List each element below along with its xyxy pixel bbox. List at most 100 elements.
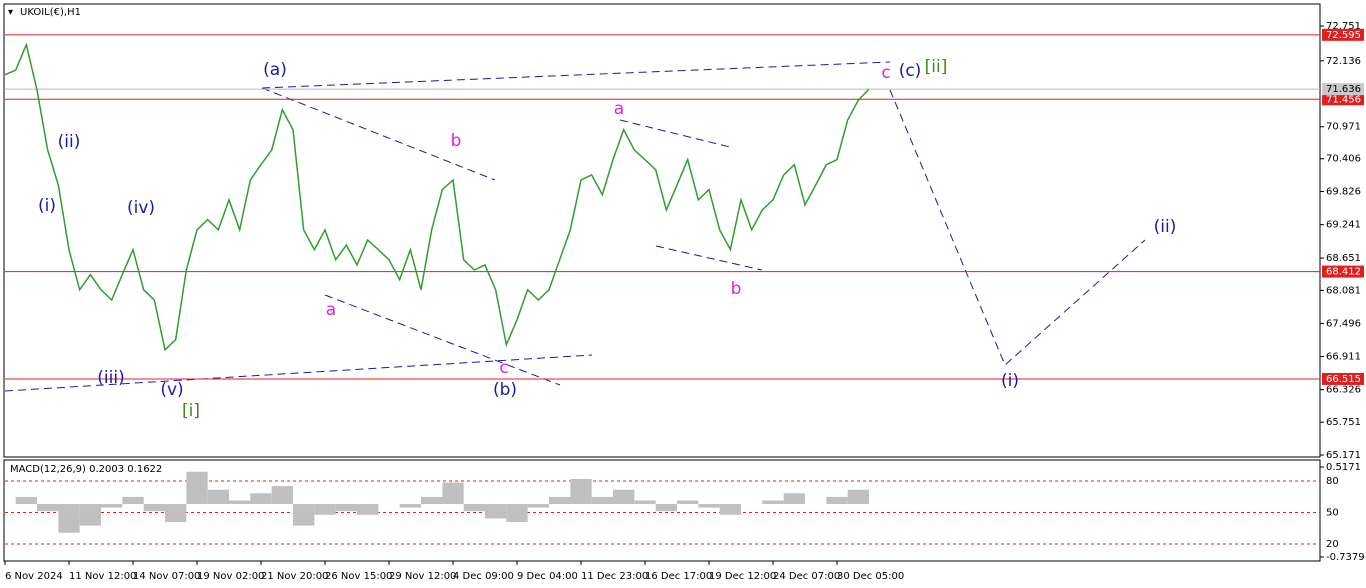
y-tick-label: 70.971 bbox=[1326, 122, 1361, 133]
level-label: 72.595 bbox=[1326, 30, 1361, 41]
wave-label: (b) bbox=[493, 380, 517, 400]
chart-title: UKOIL(€),H1 bbox=[20, 7, 81, 18]
y-tick-label: 65.751 bbox=[1326, 417, 1361, 428]
macd-bar bbox=[250, 493, 272, 505]
x-tick-label: 19 Dec 12:00 bbox=[709, 571, 776, 582]
price-panel bbox=[3, 3, 1321, 458]
x-tick-label: 19 Nov 02:00 bbox=[197, 571, 264, 582]
x-tick-label: 14 Nov 07:00 bbox=[133, 571, 200, 582]
trend-line bbox=[261, 61, 891, 89]
collapse-icon[interactable]: ▾ bbox=[8, 7, 13, 18]
level-label: 71.456 bbox=[1326, 94, 1361, 105]
last-price-label: 71.636 bbox=[1326, 84, 1361, 95]
wave-label: c bbox=[881, 63, 890, 83]
x-tick-label: 24 Dec 07:00 bbox=[773, 571, 840, 582]
y-tick-label: 67.496 bbox=[1326, 318, 1361, 329]
level-tag bbox=[1322, 372, 1364, 385]
x-tick-label: 6 Nov 2024 bbox=[5, 571, 63, 582]
x-tick-label: 16 Dec 17:00 bbox=[645, 571, 712, 582]
x-tick-label: 26 Nov 15:00 bbox=[325, 571, 392, 582]
macd-bar bbox=[826, 496, 848, 505]
y-tick-label: 66.326 bbox=[1326, 385, 1361, 396]
macd-bar bbox=[37, 504, 59, 512]
trend-line bbox=[324, 294, 561, 386]
macd-title: MACD(12,26,9) 0.2003 0.1622 bbox=[10, 464, 162, 475]
y-tick-label: 65.171 bbox=[1326, 450, 1361, 461]
y-tick-label: -0.7379 bbox=[1326, 552, 1365, 563]
x-tick-label: 30 Dec 05:00 bbox=[837, 571, 904, 582]
macd-bar bbox=[677, 500, 699, 505]
trend-line bbox=[655, 245, 763, 271]
macd-bar bbox=[15, 496, 37, 505]
macd-bar bbox=[591, 496, 613, 505]
macd-bar bbox=[421, 496, 443, 505]
x-tick-label: 11 Nov 12:00 bbox=[69, 571, 136, 582]
wave-label: (i) bbox=[38, 196, 56, 216]
macd-bar bbox=[783, 493, 805, 505]
macd-bar bbox=[165, 504, 187, 522]
trend-line bbox=[619, 119, 731, 148]
wave-label: [i] bbox=[182, 401, 200, 421]
wave-label: [ii] bbox=[925, 57, 948, 77]
y-tick-label: 66.911 bbox=[1326, 352, 1361, 363]
macd-bar bbox=[229, 500, 251, 505]
y-tick-label: 68.081 bbox=[1326, 285, 1361, 296]
macd-bar bbox=[271, 486, 293, 505]
level-label: 68.412 bbox=[1326, 267, 1361, 278]
macd-bar bbox=[101, 504, 123, 508]
x-tick-label: 21 Nov 20:00 bbox=[261, 571, 328, 582]
macd-bar bbox=[293, 504, 315, 526]
macd-bar bbox=[79, 504, 101, 526]
macd-bar bbox=[357, 504, 379, 515]
wave-label: c bbox=[499, 358, 508, 378]
macd-bar bbox=[570, 478, 592, 505]
macd-bar bbox=[463, 504, 485, 512]
wave-label: b bbox=[731, 279, 742, 299]
macd-bar bbox=[613, 489, 635, 505]
level-tag bbox=[1322, 265, 1364, 278]
y2-tick-label: 50 bbox=[1326, 508, 1339, 519]
wave-label: (a) bbox=[263, 60, 287, 80]
x-tick-label: 4 Dec 09:00 bbox=[453, 571, 514, 582]
wave-label: a bbox=[326, 300, 336, 320]
macd-bar bbox=[698, 504, 720, 508]
wave-label: (v) bbox=[160, 380, 183, 400]
macd-bar bbox=[506, 504, 528, 522]
level-tag bbox=[1322, 93, 1364, 106]
macd-bar bbox=[58, 504, 80, 533]
trend-line bbox=[261, 87, 496, 181]
x-tick-label: 9 Dec 04:00 bbox=[517, 571, 578, 582]
y2-tick-label: 80 bbox=[1326, 476, 1339, 487]
wave-label: (i) bbox=[1001, 371, 1019, 391]
price-line bbox=[4, 42, 870, 352]
macd-bar bbox=[719, 504, 741, 515]
y-tick-label: 69.826 bbox=[1326, 187, 1361, 198]
macd-bar bbox=[847, 489, 869, 505]
y2-tick-label: 20 bbox=[1326, 539, 1339, 550]
x-tick-label: 11 Dec 23:00 bbox=[581, 571, 648, 582]
level-tag bbox=[1322, 28, 1364, 41]
level-label: 66.515 bbox=[1326, 374, 1361, 385]
macd-bar bbox=[335, 504, 357, 512]
y-tick-label: 70.406 bbox=[1326, 154, 1361, 165]
macd-bar bbox=[655, 504, 677, 512]
macd-bar bbox=[634, 500, 656, 505]
wave-label: (iii) bbox=[97, 368, 124, 388]
macd-bar bbox=[442, 482, 464, 505]
macd-bar bbox=[143, 504, 165, 512]
wave-label: a bbox=[614, 99, 624, 119]
macd-bar bbox=[549, 496, 571, 505]
y-tick-label: 72.751 bbox=[1326, 21, 1361, 32]
y-tick-label: 72.136 bbox=[1326, 56, 1361, 67]
last-price-tag bbox=[1322, 83, 1364, 96]
wave-label: (ii) bbox=[1154, 217, 1177, 237]
x-tick-label: 29 Nov 12:00 bbox=[389, 571, 456, 582]
macd-bar bbox=[314, 504, 336, 515]
wave-label: (ii) bbox=[58, 132, 81, 152]
y-tick-label: 69.241 bbox=[1326, 220, 1361, 231]
macd-bar bbox=[762, 500, 784, 505]
wave-label: b bbox=[451, 131, 462, 151]
macd-bar bbox=[399, 504, 421, 508]
macd-bar bbox=[485, 504, 507, 519]
